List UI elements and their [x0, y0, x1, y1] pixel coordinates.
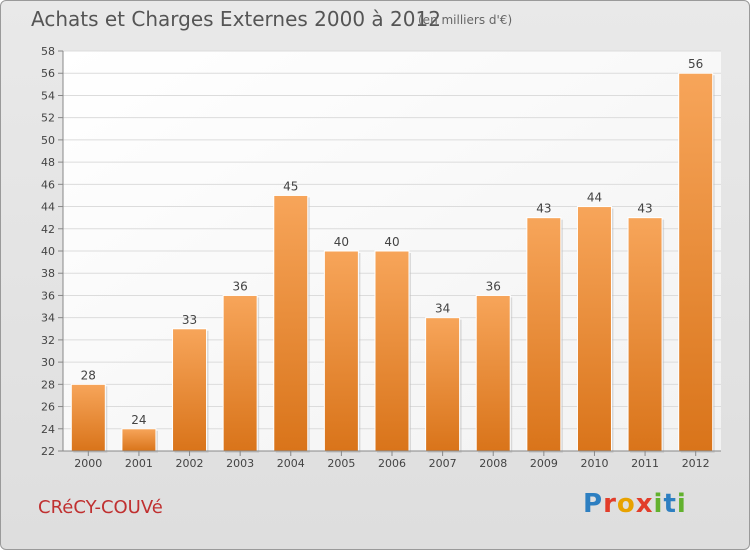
data-label: 36	[486, 279, 501, 293]
logo-letter: i	[676, 489, 687, 519]
data-label: 45	[283, 179, 298, 193]
y-tick-label: 50	[41, 134, 55, 147]
logo-letter: P	[583, 489, 604, 519]
data-label: 36	[233, 279, 248, 293]
proxiti-logo: Proxiti	[583, 489, 687, 519]
data-label: 44	[587, 191, 602, 205]
x-tick-label: 2012	[682, 457, 710, 470]
x-tick-label: 2010	[580, 457, 608, 470]
data-label: 40	[334, 235, 349, 249]
data-label: 43	[637, 202, 652, 216]
bar	[374, 250, 410, 452]
y-tick-label: 46	[41, 178, 55, 191]
bar	[222, 294, 258, 452]
y-tick-label: 36	[41, 289, 55, 302]
x-tick-label: 2005	[327, 457, 355, 470]
bar	[627, 217, 663, 452]
data-label: 28	[81, 368, 96, 382]
bar	[70, 383, 106, 452]
y-tick-label: 56	[41, 67, 55, 80]
data-label: 40	[384, 235, 399, 249]
x-tick-label: 2003	[226, 457, 254, 470]
data-label: 34	[435, 302, 450, 316]
y-tick-label: 26	[41, 401, 55, 414]
logo-letter: o	[616, 489, 636, 519]
y-tick-label: 30	[41, 356, 55, 369]
logo-letter: r	[603, 489, 617, 519]
data-label: 43	[536, 202, 551, 216]
bar	[323, 250, 359, 452]
logo-letter: x	[635, 489, 654, 519]
logo-letter: i	[653, 489, 664, 519]
x-tick-label: 2007	[429, 457, 457, 470]
y-tick-label: 38	[41, 267, 55, 280]
bar	[678, 72, 714, 452]
bar	[526, 217, 562, 452]
x-tick-label: 2008	[479, 457, 507, 470]
y-tick-label: 32	[41, 334, 55, 347]
x-tick-label: 2002	[176, 457, 204, 470]
y-tick-label: 48	[41, 156, 55, 169]
bar	[576, 206, 612, 452]
chart-title: Achats et Charges Externes 2000 à 2012	[31, 7, 441, 31]
bar	[172, 328, 208, 452]
bar	[425, 317, 461, 452]
y-tick-label: 54	[41, 89, 55, 102]
y-tick-label: 58	[41, 45, 55, 58]
bar	[273, 194, 309, 452]
y-tick-label: 28	[41, 378, 55, 391]
x-tick-label: 2006	[378, 457, 406, 470]
y-tick-label: 22	[41, 445, 55, 458]
data-label: 56	[688, 57, 703, 71]
x-tick-label: 2004	[277, 457, 305, 470]
data-label: 33	[182, 313, 197, 327]
x-tick-label: 2011	[631, 457, 659, 470]
y-tick-label: 44	[41, 201, 55, 214]
chart-subtitle: (en milliers d'€)	[418, 13, 513, 27]
y-tick-label: 34	[41, 312, 55, 325]
logo-letter: t	[663, 489, 677, 519]
y-tick-label: 24	[41, 423, 55, 436]
x-tick-label: 2009	[530, 457, 558, 470]
bar	[475, 294, 511, 452]
data-label: 24	[131, 413, 146, 427]
x-tick-label: 2000	[74, 457, 102, 470]
y-tick-label: 42	[41, 223, 55, 236]
x-tick-label: 2001	[125, 457, 153, 470]
bar	[121, 428, 157, 452]
y-tick-label: 40	[41, 245, 55, 258]
town-name: CRéCY-COUVé	[38, 497, 163, 518]
y-tick-label: 52	[41, 112, 55, 125]
